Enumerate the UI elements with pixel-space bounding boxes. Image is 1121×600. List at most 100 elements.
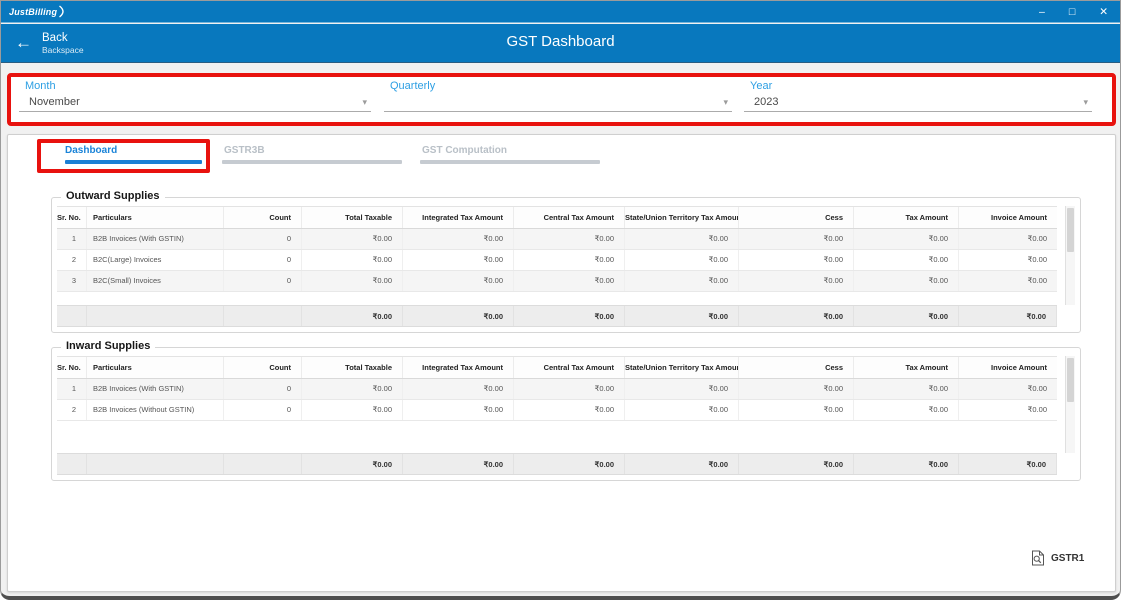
- inward-supplies-group: Inward Supplies Sr. No. Particulars Coun…: [51, 340, 1081, 481]
- vertical-scrollbar[interactable]: [1065, 356, 1075, 453]
- cell-amount: ₹0.00: [854, 400, 959, 420]
- total-amount: ₹0.00: [514, 306, 625, 326]
- inward-supplies-legend: Inward Supplies: [61, 340, 156, 352]
- app-header: ← Back Backspace GST Dashboard: [1, 24, 1120, 63]
- cell-amount: ₹0.00: [739, 229, 854, 249]
- table-row[interactable]: 2 B2C(Large) Invoices 0 ₹0.00 ₹0.00 ₹0.0…: [57, 250, 1057, 271]
- total-amount: ₹0.00: [403, 454, 514, 474]
- back-label: Back: [42, 31, 68, 44]
- total-amount: ₹0.00: [302, 454, 403, 474]
- cell-amount: ₹0.00: [302, 400, 403, 420]
- cell-amount: ₹0.00: [625, 400, 739, 420]
- cell-count: 0: [224, 229, 302, 249]
- page-title: GST Dashboard: [506, 33, 615, 50]
- outward-supplies-legend: Outward Supplies: [61, 190, 165, 202]
- back-button[interactable]: ← Back Backspace: [15, 28, 84, 58]
- column-header: Particulars: [87, 357, 224, 378]
- back-arrow-icon: ←: [15, 33, 32, 52]
- tab-dashboard[interactable]: Dashboard: [65, 145, 202, 164]
- month-value: November: [29, 96, 80, 108]
- cell-count: 0: [224, 271, 302, 291]
- minimize-icon[interactable]: –: [1039, 5, 1045, 18]
- table-empty-space: [57, 292, 1075, 305]
- cell-amount: ₹0.00: [514, 250, 625, 270]
- cell-amount: ₹0.00: [1027, 255, 1047, 264]
- total-amount: ₹0.00: [959, 454, 1057, 474]
- close-icon[interactable]: ✕: [1099, 5, 1108, 18]
- main-panel: Dashboard GSTR3B GST Computation Outward…: [7, 134, 1116, 592]
- cell-amount: ₹0.00: [302, 229, 403, 249]
- cell-amount: ₹0.00: [403, 400, 514, 420]
- chevron-down-icon: ▾: [723, 96, 728, 107]
- cell-amount: ₹0.00: [854, 229, 959, 249]
- table-row[interactable]: 1 B2B Invoices (With GSTIN) 0 ₹0.00 ₹0.0…: [57, 229, 1057, 250]
- column-header: Invoice Amount: [991, 363, 1047, 372]
- column-header: Sr. No.: [57, 357, 87, 378]
- cell-count: 0: [224, 250, 302, 270]
- filter-panel-annotation-box: Month November ▾ Quarterly ▾ Year 2023 ▾: [7, 73, 1116, 126]
- vertical-scrollbar[interactable]: [1065, 206, 1075, 305]
- cell-amount: ₹0.00: [302, 271, 403, 291]
- cell-amount: ₹0.00: [403, 271, 514, 291]
- quarterly-dropdown[interactable]: Quarterly ▾: [384, 80, 732, 112]
- gstr1-button[interactable]: GSTR1: [1026, 547, 1089, 569]
- column-header: Central Tax Amount: [514, 207, 625, 228]
- tab-gstr3b-indicator: [222, 160, 402, 164]
- column-header: State/Union Territory Tax Amount: [625, 207, 739, 228]
- column-header: Tax Amount: [854, 207, 959, 228]
- outward-supplies-group: Outward Supplies Sr. No. Particulars Cou…: [51, 190, 1081, 333]
- total-amount: ₹0.00: [739, 454, 854, 474]
- table-row[interactable]: 2 B2B Invoices (Without GSTIN) 0 ₹0.00 ₹…: [57, 400, 1057, 421]
- total-amount: ₹0.00: [403, 306, 514, 326]
- tab-dashboard-label: Dashboard: [65, 145, 118, 156]
- cell-amount: ₹0.00: [302, 379, 403, 399]
- totals-row: ₹0.00 ₹0.00 ₹0.00 ₹0.00 ₹0.00 ₹0.00 ₹0.0…: [57, 305, 1057, 327]
- title-bar: JustBilling – □ ✕: [1, 1, 1120, 23]
- cell-amount: ₹0.00: [403, 250, 514, 270]
- tab-dashboard-indicator: [65, 160, 202, 164]
- cell-amount: ₹0.00: [739, 250, 854, 270]
- cell-amount: ₹0.00: [1027, 405, 1047, 414]
- total-amount: ₹0.00: [625, 306, 739, 326]
- tab-gst-computation-indicator: [420, 160, 600, 164]
- tab-gstr3b-label: GSTR3B: [224, 145, 265, 156]
- table-row[interactable]: 1 B2B Invoices (With GSTIN) 0 ₹0.00 ₹0.0…: [57, 379, 1057, 400]
- tab-gstr3b[interactable]: GSTR3B: [222, 145, 402, 164]
- gstr1-label: GSTR1: [1051, 552, 1085, 564]
- cell-amount: ₹0.00: [854, 379, 959, 399]
- scrollbar-thumb[interactable]: [1067, 208, 1074, 252]
- cell-amount: ₹0.00: [514, 400, 625, 420]
- total-amount: ₹0.00: [514, 454, 625, 474]
- month-dropdown[interactable]: Month November ▾: [19, 80, 371, 112]
- column-header: Tax Amount: [854, 357, 959, 378]
- column-header: Cess: [739, 207, 854, 228]
- year-dropdown[interactable]: Year 2023 ▾: [744, 80, 1092, 112]
- cell-amount: ₹0.00: [403, 379, 514, 399]
- column-header: Particulars: [87, 207, 224, 228]
- scrollbar-thumb[interactable]: [1067, 358, 1074, 402]
- column-header: Total Taxable: [302, 207, 403, 228]
- cell-amount: ₹0.00: [625, 250, 739, 270]
- tab-gst-computation[interactable]: GST Computation: [420, 145, 600, 164]
- cell-amount: ₹0.00: [739, 271, 854, 291]
- report-preview-icon: [1032, 550, 1044, 566]
- maximize-icon[interactable]: □: [1068, 5, 1076, 18]
- cell-sr: 3: [57, 271, 87, 291]
- cell-amount: ₹0.00: [1027, 234, 1047, 243]
- table-header-row: Sr. No. Particulars Count Total Taxable …: [57, 356, 1057, 379]
- total-amount: ₹0.00: [302, 306, 403, 326]
- cell-amount: ₹0.00: [625, 379, 739, 399]
- year-label: Year: [750, 80, 773, 92]
- window-controls: – □ ✕: [1039, 5, 1108, 19]
- logo-text: JustBilling: [9, 6, 58, 17]
- cell-particulars: B2B Invoices (Without GSTIN): [87, 400, 224, 420]
- cell-count: 0: [224, 400, 302, 420]
- table-row[interactable]: 3 B2C(Small) Invoices 0 ₹0.00 ₹0.00 ₹0.0…: [57, 271, 1057, 292]
- column-header: Count: [224, 207, 302, 228]
- cell-amount: ₹0.00: [514, 229, 625, 249]
- month-label: Month: [25, 80, 56, 92]
- column-header: Integrated Tax Amount: [403, 207, 514, 228]
- chevron-down-icon: ▾: [1083, 96, 1088, 107]
- year-value: 2023: [754, 96, 779, 108]
